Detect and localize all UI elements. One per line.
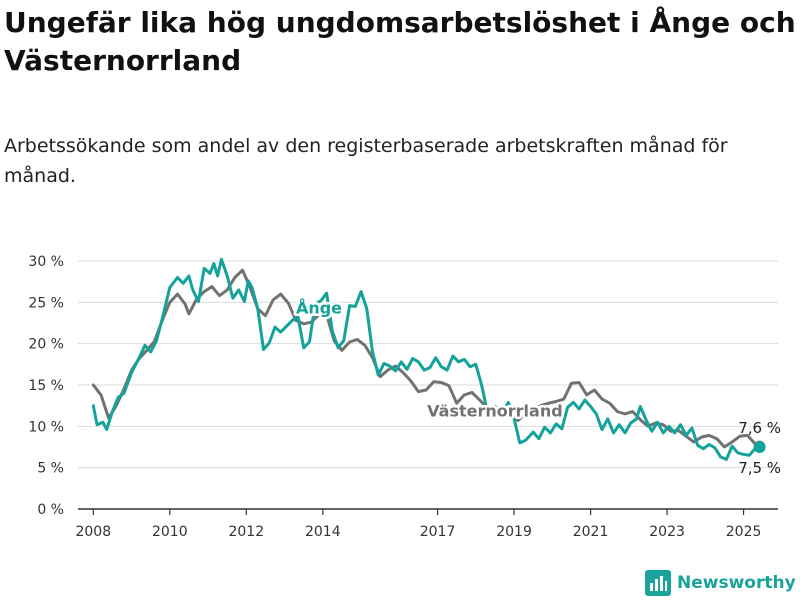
y-axis: 0 % 5 % 10 % 15 % 20 % 25 % 30 % [28,254,64,518]
x-tick-label: 2021 [573,524,609,540]
y-tick-label: 20 % [28,337,64,353]
x-tick-label: 2019 [496,524,532,540]
y-tick-label: 5 % [37,461,64,477]
x-tick-label: 2017 [420,524,456,540]
y-tick-label: 25 % [28,295,64,311]
x-axis: 2008 2010 2012 2014 2017 2019 2021 2023 2025 [75,508,778,540]
y-tick-label: 0 % [37,502,64,518]
y-tick-label: 10 % [28,419,64,435]
series-label-ange-halo: Ånge [296,298,342,317]
x-tick-label: 2010 [152,524,188,540]
series-label-vasternorrland: Västernorrland [427,402,563,421]
end-marker-ange [753,441,766,453]
x-tick-label: 2012 [228,524,264,540]
end-label-ange: 7,5 % [738,459,781,477]
bar-chart-logo-icon [645,570,671,596]
x-tick-label: 2025 [726,524,762,540]
series-lines [91,257,762,461]
x-tick-label: 2014 [305,524,341,540]
y-tick-label: 15 % [28,378,64,394]
line-chart: 0 %5 %10 %15 %20 %25 %30 % 2008 2010 2012 2… [28,254,781,540]
newsworthy-logo: Newsworthy [645,568,796,598]
series-line-vasternorrland [91,268,762,449]
series-label-ange: Ånge [296,298,342,317]
x-tick-label: 2008 [75,524,111,540]
series-label-vasternorrland-halo: Västernorrland [427,402,563,421]
chart-subtitle: Arbetssökande som andel av den registerb… [4,135,728,187]
chart-title: Ungefär lika hög ungdomsarbetslöshet i Å… [4,6,796,77]
series-line-ange [91,257,762,461]
x-tick-label: 2023 [649,524,685,540]
series-labels: VästernorrlandVästernorrlandÅngeÅnge7,6 … [293,296,781,477]
end-label-vasternorrland: 7,6 % [738,419,781,437]
grid-lines [78,260,778,469]
y-tick-label: 30 % [28,254,64,270]
brand-name: Newsworthy [677,573,796,593]
